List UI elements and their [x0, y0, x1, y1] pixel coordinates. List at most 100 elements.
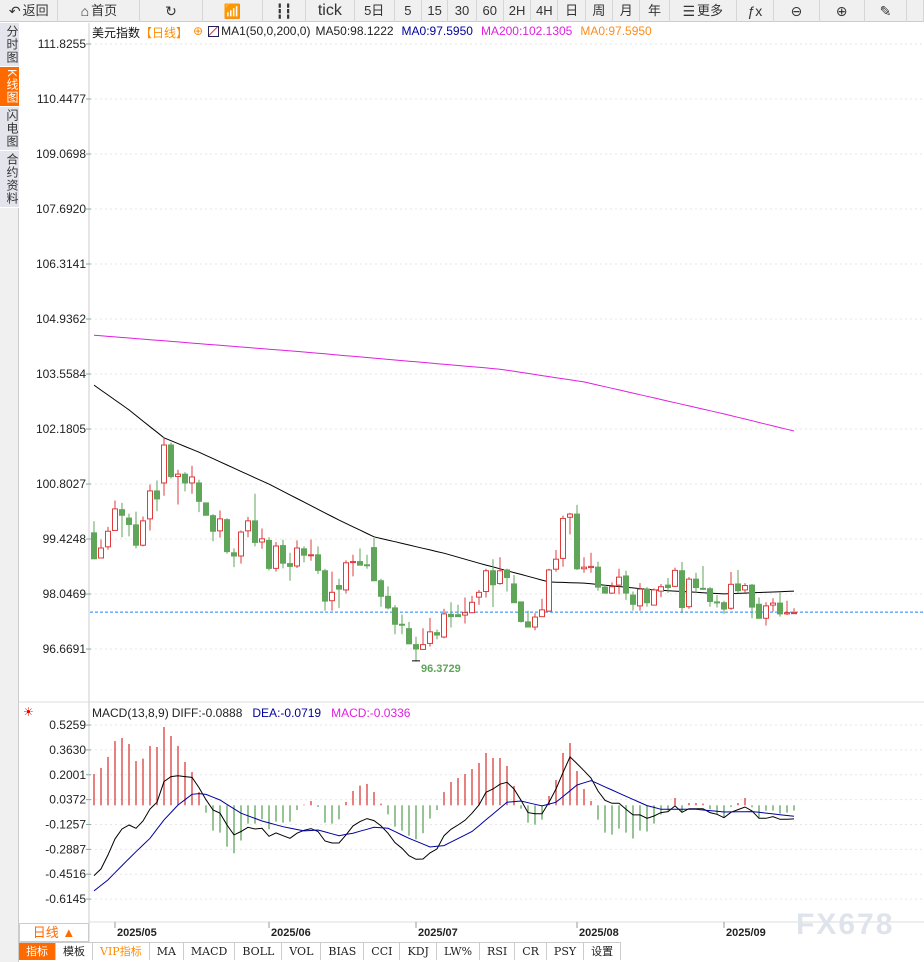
toolbar-button-4H[interactable]: 4H [531, 0, 559, 22]
period-selector[interactable]: 日线 ▲ [19, 923, 89, 942]
toolbar-button-5日[interactable]: 5日 [355, 0, 395, 22]
toolbar-label: 30 [454, 3, 470, 18]
candle [315, 546, 321, 574]
indicator-tab-LW%[interactable]: LW% [436, 943, 481, 960]
indicator-icon[interactable] [208, 26, 220, 37]
price-tick-label: 103.5584 [36, 367, 86, 381]
indicator-tab-RSI[interactable]: RSI [480, 943, 516, 960]
candle-body [98, 547, 104, 559]
toolbar-button-月[interactable]: 月 [613, 0, 641, 22]
candle [413, 636, 419, 661]
candle-body [350, 561, 356, 564]
candle [504, 568, 510, 592]
candle-body [322, 570, 328, 602]
toolbar-button-bar-chart-icon[interactable]: 📶 [203, 0, 264, 22]
candle-body [623, 575, 629, 594]
refresh-icon: ↻ [165, 3, 177, 19]
toolbar-button-zoom-out-icon[interactable]: ⊖ [774, 0, 820, 22]
indicator-tab-CCI[interactable]: CCI [364, 943, 401, 960]
left-tab-0[interactable]: 分时图 [0, 23, 19, 67]
toolbar-button-tick[interactable]: tick [306, 0, 355, 22]
toolbar-button-30[interactable]: 30 [448, 0, 477, 22]
candle-body [336, 585, 342, 590]
toolbar-button-更多[interactable]: ☰ 更多 [670, 0, 737, 22]
toolbar-button-年[interactable]: 年 [640, 0, 670, 22]
date-label: 2025/07 [418, 927, 458, 939]
left-tab-3[interactable]: 合约资料 [0, 151, 19, 209]
candle [252, 493, 258, 547]
candle-body [448, 613, 454, 618]
candle [420, 628, 426, 650]
indicator-tab-VIP指标[interactable]: VIP指标 [93, 943, 150, 960]
indicator-tab-CR[interactable]: CR [515, 943, 547, 960]
candle [98, 539, 104, 559]
candle-body [329, 591, 335, 602]
macd-settings-icon[interactable]: ☀ [23, 705, 34, 719]
candle-body [413, 644, 419, 650]
candle [287, 552, 293, 581]
candle-body [385, 595, 391, 609]
candle [308, 539, 314, 561]
toolbar-button-首页[interactable]: ⌂ 首页 [58, 0, 141, 22]
toolbar-button-refresh-icon[interactable]: ↻ [140, 0, 203, 22]
candle-body [679, 570, 685, 608]
toolbar-label: 4H [536, 3, 553, 18]
candle [707, 587, 713, 607]
price-tick-label: 102.1805 [36, 422, 86, 436]
toolbar-label: 首页 [91, 3, 118, 18]
candle [385, 586, 391, 610]
candle-body [532, 616, 538, 628]
indicator-tab-BIAS[interactable]: BIAS [321, 943, 365, 960]
toolbar-button-candlestick-icon[interactable]: ┇┇ [263, 0, 306, 22]
toolbar-button-formula-icon[interactable]: ƒx [737, 0, 774, 22]
candle-body [343, 562, 349, 591]
left-tab-1[interactable]: K线图 [0, 67, 19, 108]
toolbar-button-返回[interactable]: ↶ 返回 [0, 0, 59, 22]
toolbar-button-5[interactable]: 5 [395, 0, 422, 22]
indicator-tab-模板[interactable]: 模板 [56, 943, 93, 960]
price-tick-label: 107.6920 [36, 202, 86, 216]
candle-body [735, 583, 741, 592]
price-tick-label: 104.9362 [36, 312, 86, 326]
candle-body [560, 517, 566, 559]
indicator-tab-KDJ[interactable]: KDJ [400, 943, 437, 960]
indicator-tab-PSY[interactable]: PSY [546, 943, 585, 960]
candle-body [469, 601, 475, 614]
candle-body [637, 588, 643, 607]
toolbar-button-pen-icon[interactable]: ✎ [865, 0, 908, 22]
toolbar-button-日[interactable]: 日 [558, 0, 586, 22]
candle-body [518, 601, 524, 622]
toolbar-label: 返回 [22, 3, 49, 18]
indicator-tab-BOLL[interactable]: BOLL [235, 943, 283, 960]
left-tab-2[interactable]: 闪电图 [0, 107, 19, 152]
candle [427, 617, 433, 647]
candle-body [539, 609, 545, 618]
toolbar-button-15[interactable]: 15 [422, 0, 449, 22]
ma200-line [93, 334, 795, 432]
candle [378, 578, 384, 607]
candle [217, 510, 223, 538]
toolbar-button-周[interactable]: 周 [586, 0, 614, 22]
indicator-tab-MACD[interactable]: MACD [183, 943, 236, 960]
indicator-tab-MA[interactable]: MA [149, 943, 184, 960]
candle-body [238, 531, 244, 557]
candle-body [553, 558, 559, 570]
toolbar-button-2H[interactable]: 2H [504, 0, 532, 22]
candle-body [315, 554, 321, 571]
macd-name: MACD(13,8,9) [92, 706, 169, 720]
candle-body [728, 583, 734, 609]
indicator-tab-VOL[interactable]: VOL [282, 943, 322, 960]
candle [91, 521, 97, 560]
candle [679, 561, 685, 614]
settings-circle-icon[interactable]: ⊕ [193, 24, 204, 38]
toolbar-button-60[interactable]: 60 [477, 0, 504, 22]
indicator-tab-设置[interactable]: 设置 [584, 943, 622, 960]
candle-body [189, 476, 195, 484]
candle-body [287, 563, 293, 567]
toolbar: ↶ 返回 ⌂ 首页 ↻ 📶 ┇┇ tick 5日 5 15 30 60 2H 4H 日周月年 ☰ 更多 ƒx ⊖ ⊕ ✎ [0, 0, 924, 22]
candle-body [658, 586, 664, 592]
candle-body [651, 589, 657, 606]
indicator-tab-指标[interactable]: 指标 [19, 943, 56, 960]
toolbar-button-zoom-in-icon[interactable]: ⊕ [820, 0, 865, 22]
